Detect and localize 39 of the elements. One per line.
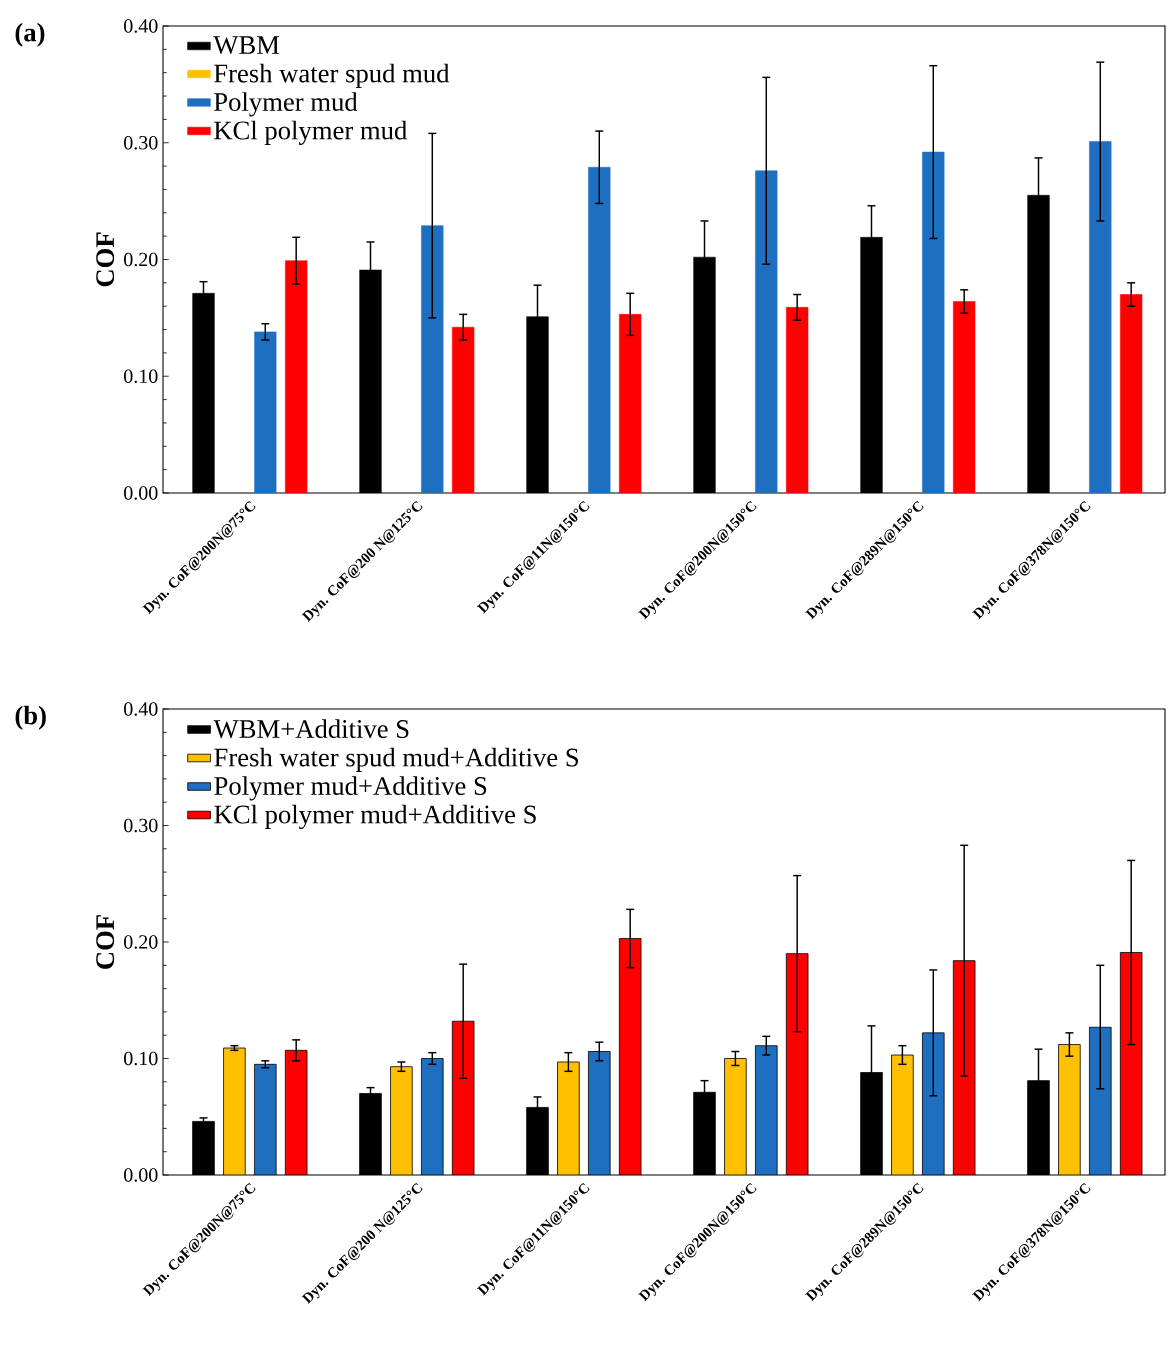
bar xyxy=(254,1063,277,1175)
bar xyxy=(451,1020,475,1175)
y-tick-label: 0.40 xyxy=(124,702,158,716)
y-tick-label: 0.30 xyxy=(124,135,158,150)
bar xyxy=(1089,1026,1112,1175)
y-tick-label: 0.20 xyxy=(124,935,158,949)
legend-label: Polymer mud xyxy=(214,92,358,117)
legend-label: Fresh water spud mud xyxy=(214,63,450,88)
y-tick-label: 0.30 xyxy=(124,818,158,833)
legend-label: WBM+Additive S xyxy=(213,719,409,739)
y-tick-label: 0.00 xyxy=(124,486,158,500)
bar xyxy=(284,1049,308,1175)
bar xyxy=(618,938,642,1175)
legend-label: Fresh water spud mud+Additive S xyxy=(214,747,578,772)
bar xyxy=(922,1032,945,1175)
y-tick-label: 0.10 xyxy=(124,1051,158,1066)
y-tick-label: 0.10 xyxy=(124,369,158,384)
chart-title: (b) xyxy=(15,705,46,730)
bar xyxy=(588,1051,611,1175)
y-tick-label: 0.40 xyxy=(124,19,158,33)
bar xyxy=(421,1058,444,1175)
legend-label: Polymer mud+Additive S xyxy=(214,776,487,801)
bar xyxy=(785,953,809,1175)
bar xyxy=(1058,1044,1081,1175)
bar xyxy=(390,1066,413,1175)
bar xyxy=(891,1054,914,1175)
bar xyxy=(557,1061,580,1175)
y-tick-label: 0.20 xyxy=(124,252,158,267)
bar xyxy=(724,1058,747,1175)
bar xyxy=(223,1047,246,1175)
y-axis-title: COF xyxy=(96,915,115,969)
legend-label: KCl polymer mud xyxy=(214,120,407,145)
y-axis-title: COF xyxy=(96,232,115,287)
bar xyxy=(755,1045,778,1175)
legend-label: WBM xyxy=(213,36,280,55)
legend-label: KCl polymer mud+Additive S xyxy=(214,804,536,830)
y-tick-label: 0.00 xyxy=(124,1168,158,1182)
bar xyxy=(1119,952,1143,1175)
chart-title: (a) xyxy=(15,22,45,47)
